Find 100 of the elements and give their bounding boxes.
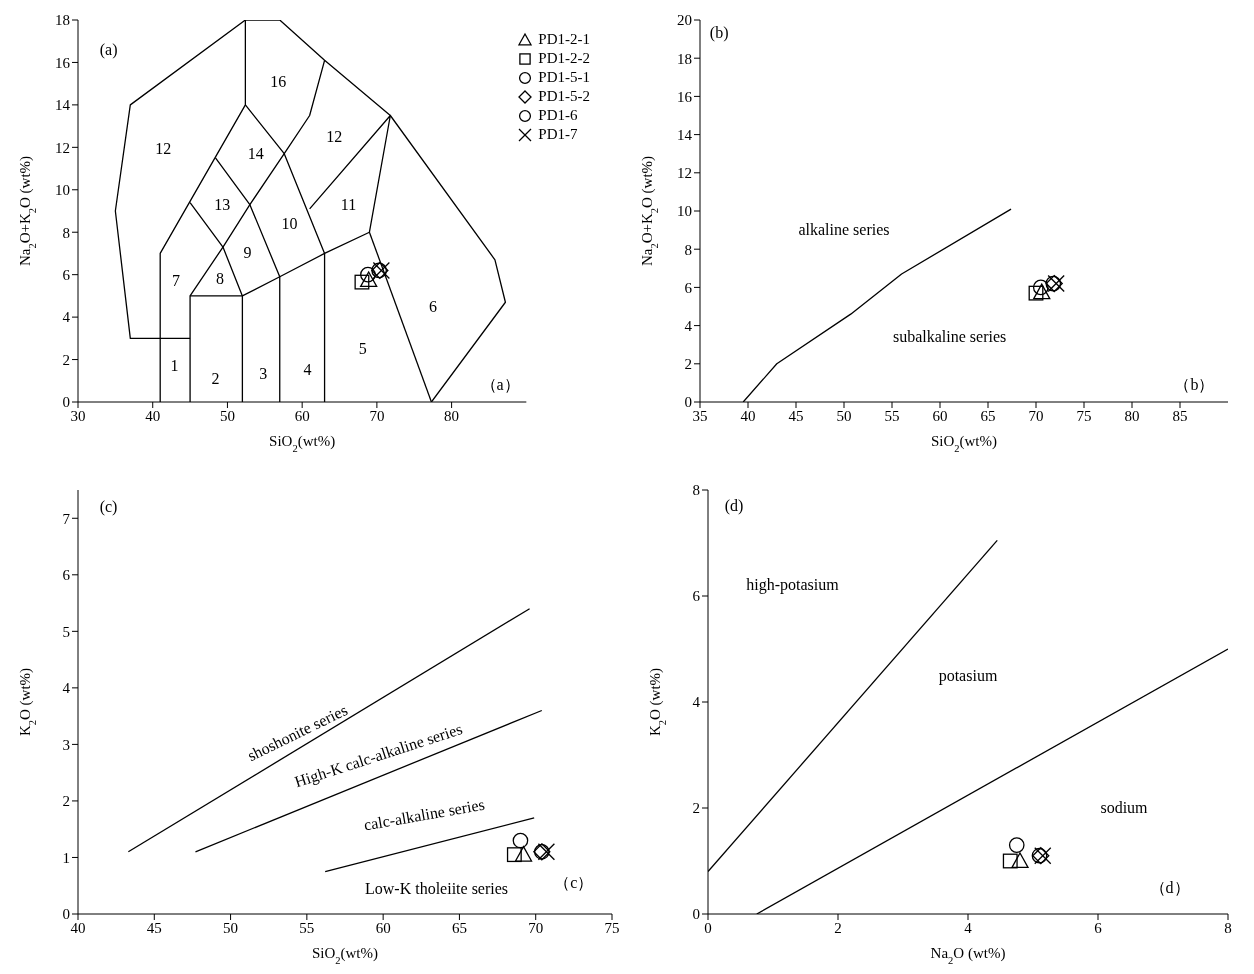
y-tick-label: 8 bbox=[692, 482, 700, 499]
x-axis-title: SiO$_{2}$(wt%) bbox=[269, 433, 336, 454]
y-tick-label: 12 bbox=[55, 139, 70, 156]
annotation: 12 bbox=[155, 140, 172, 158]
y-tick-label: 6 bbox=[692, 588, 701, 605]
x-tick-label: 40 bbox=[70, 919, 86, 936]
annotation: potasium bbox=[938, 666, 998, 685]
x-tick-label: 60 bbox=[932, 407, 948, 424]
x-tick-label: 4 bbox=[964, 919, 973, 936]
y-tick-label: 10 bbox=[677, 203, 692, 220]
annotation: 5 bbox=[358, 339, 367, 357]
x-tick-label: 40 bbox=[145, 407, 161, 424]
y-tick-label: 0 bbox=[684, 394, 692, 411]
x-tick-label: 55 bbox=[884, 407, 900, 424]
x-tick-label: 40 bbox=[740, 407, 756, 424]
y-tick-label: 2 bbox=[62, 351, 70, 368]
y-tick-label: 4 bbox=[62, 309, 71, 326]
annotation: Low-K tholeiite series bbox=[365, 879, 509, 897]
annotation: high-potasium bbox=[746, 576, 840, 595]
y-tick-label: 0 bbox=[62, 394, 70, 411]
x-tick-label: 70 bbox=[528, 919, 544, 936]
annotation: sodium bbox=[1100, 799, 1149, 816]
x-tick-label: 65 bbox=[451, 919, 467, 936]
y-tick-label: 4 bbox=[692, 694, 701, 711]
y-tick-label: 14 bbox=[55, 97, 71, 114]
annotation: (b) bbox=[709, 24, 729, 43]
x-tick-label: 0 bbox=[704, 919, 712, 936]
annotation: 12 bbox=[326, 127, 343, 145]
legend-label: PD1-2-2 bbox=[538, 49, 590, 68]
x-tick-label: 8 bbox=[1224, 919, 1232, 936]
annotation: 3 bbox=[259, 365, 268, 383]
legend-label: PD1-5-1 bbox=[538, 68, 590, 87]
x-tick-label: 50 bbox=[836, 407, 852, 424]
y-tick-label: 6 bbox=[62, 567, 71, 584]
x-tick-label: 70 bbox=[1028, 407, 1044, 424]
x-axis-title: Na$_{2}$O (wt%) bbox=[930, 945, 1006, 966]
x-tick-label: 55 bbox=[299, 919, 315, 936]
annotation: （a） bbox=[480, 376, 520, 394]
y-tick-label: 0 bbox=[62, 906, 70, 923]
y-tick-label: 18 bbox=[55, 12, 70, 29]
annotation: alkaline series bbox=[798, 221, 890, 239]
y-tick-label: 4 bbox=[62, 680, 71, 697]
x-tick-label: 35 bbox=[692, 407, 708, 424]
y-tick-label: 14 bbox=[677, 126, 693, 143]
y-tick-label: 10 bbox=[55, 182, 70, 199]
x-tick-label: 6 bbox=[1094, 919, 1103, 936]
y-tick-label: 5 bbox=[62, 623, 70, 640]
legend-label: PD1-7 bbox=[538, 125, 578, 144]
x-tick-label: 45 bbox=[146, 919, 162, 936]
y-tick-label: 2 bbox=[692, 800, 700, 817]
x-tick-label: 60 bbox=[294, 407, 310, 424]
y-tick-label: 4 bbox=[684, 317, 693, 334]
x-tick-label: 2 bbox=[834, 919, 842, 936]
y-tick-label: 16 bbox=[677, 88, 693, 105]
annotation: 14 bbox=[247, 144, 264, 162]
annotation: 13 bbox=[214, 195, 231, 213]
x-tick-label: 45 bbox=[788, 407, 804, 424]
x-tick-label: 85 bbox=[1172, 407, 1188, 424]
y-tick-label: 12 bbox=[677, 165, 692, 182]
annotation: 6 bbox=[428, 297, 437, 315]
y-tick-label: 8 bbox=[684, 241, 692, 258]
y-tick-label: 20 bbox=[677, 12, 692, 29]
annotation: (a) bbox=[99, 40, 118, 59]
y-tick-label: 18 bbox=[677, 50, 692, 67]
x-tick-label: 65 bbox=[980, 407, 996, 424]
annotation: calc-alkaline series bbox=[362, 795, 486, 834]
legend-label: PD1-5-2 bbox=[538, 87, 590, 106]
annotation: 1 bbox=[170, 356, 179, 374]
annotation: （d） bbox=[1149, 878, 1190, 896]
y-tick-label: 2 bbox=[684, 356, 692, 373]
annotation: 10 bbox=[281, 214, 298, 232]
annotation: 8 bbox=[215, 269, 224, 287]
y-tick-label: 2 bbox=[62, 793, 70, 810]
x-tick-label: 75 bbox=[604, 919, 620, 936]
annotation: 9 bbox=[243, 244, 252, 262]
x-tick-label: 75 bbox=[1076, 407, 1092, 424]
y-tick-label: 8 bbox=[62, 224, 70, 241]
y-tick-label: 6 bbox=[62, 266, 71, 283]
annotation: (c) bbox=[99, 497, 118, 516]
y-tick-label: 0 bbox=[692, 906, 700, 923]
annotation: 4 bbox=[303, 361, 312, 379]
x-tick-label: 30 bbox=[70, 407, 86, 424]
x-axis-title: SiO$_{2}$(wt%) bbox=[311, 945, 379, 966]
y-tick-label: 7 bbox=[62, 510, 71, 527]
x-axis-title: SiO$_{2}$(wt%) bbox=[930, 433, 998, 454]
y-tick-label: 3 bbox=[62, 736, 70, 753]
annotation: subalkaline series bbox=[892, 328, 1007, 346]
x-tick-label: 80 bbox=[444, 407, 460, 424]
x-tick-label: 80 bbox=[1124, 407, 1140, 424]
annotation: (d) bbox=[724, 496, 744, 515]
annotation: （b） bbox=[1174, 375, 1215, 393]
y-tick-label: 1 bbox=[62, 849, 70, 866]
annotation: 16 bbox=[270, 72, 287, 90]
annotation: 7 bbox=[171, 272, 180, 290]
annotation: 2 bbox=[211, 369, 220, 387]
x-tick-label: 50 bbox=[219, 407, 235, 424]
annotation: （c） bbox=[554, 873, 594, 891]
x-tick-label: 60 bbox=[375, 919, 391, 936]
x-tick-label: 50 bbox=[223, 919, 239, 936]
legend-label: PD1-6 bbox=[538, 106, 578, 125]
